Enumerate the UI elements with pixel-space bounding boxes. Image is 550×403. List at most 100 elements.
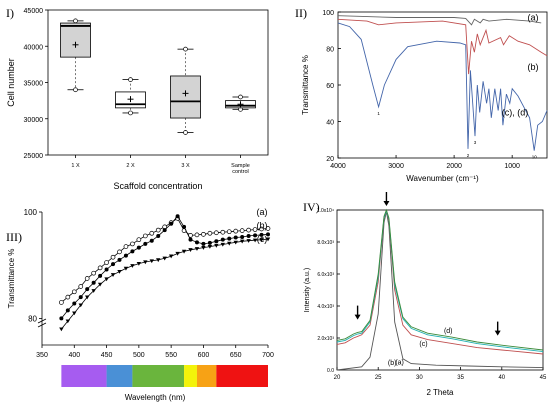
data-point — [194, 232, 200, 238]
data-point — [78, 295, 83, 300]
data-point — [182, 224, 187, 229]
data-point — [155, 227, 161, 233]
data-point — [239, 239, 245, 244]
axis-break — [37, 322, 47, 328]
panel-label: II) — [295, 6, 307, 20]
series-label: (a) — [395, 359, 404, 366]
data-point — [207, 230, 213, 236]
panel-label: III) — [6, 230, 22, 244]
data-point — [104, 277, 109, 282]
data-point — [136, 237, 142, 243]
x-tick-label: 40 — [498, 375, 505, 381]
data-point — [65, 294, 71, 300]
data-point — [207, 240, 212, 245]
data-point — [104, 260, 109, 265]
data-point — [175, 214, 180, 219]
x-tick-label: 30 — [416, 375, 423, 381]
series-label: (c) — [257, 234, 268, 244]
data-point — [143, 241, 148, 246]
plot-frame — [336, 209, 544, 371]
x-tick-label: 35 — [457, 375, 464, 381]
data-point — [143, 260, 148, 265]
data-point — [91, 270, 97, 276]
data-point — [259, 232, 264, 237]
data-point — [65, 308, 70, 313]
x-tick-label: 400 — [68, 352, 80, 359]
data-point — [142, 233, 148, 239]
data-point — [253, 233, 258, 238]
y-tick-label: 4.0x10³ — [317, 304, 334, 310]
series-line — [336, 209, 544, 355]
data-point — [85, 287, 90, 292]
data-point — [181, 249, 187, 254]
x-tick-label: 650 — [230, 352, 242, 359]
data-point — [239, 228, 245, 233]
data-point — [220, 237, 225, 242]
y-tick-label: 30000 — [24, 117, 44, 124]
data-point — [123, 244, 129, 249]
panel-xrd: IV) 0.0 2.0x10³ 4.0x10³ 6.0x10³ 8.0x10³ 1.0x1… — [275, 192, 550, 403]
data-point — [252, 238, 258, 243]
x-tick-label: 4000 — [330, 163, 346, 170]
series-label: (c) — [419, 341, 427, 348]
y-tick-label: 8.0x10³ — [317, 240, 334, 246]
data-point — [91, 280, 96, 285]
data-point — [97, 265, 103, 271]
data-point — [104, 267, 109, 272]
box-plot-chart: 25000 30000 35000 40000 45000 1 X 2 X 3 X Sample… — [6, 8, 269, 191]
x-tick-label: 3000 — [388, 163, 404, 170]
x-tick-label: Sample — [231, 163, 250, 169]
series-line — [336, 208, 544, 351]
data-point — [162, 228, 167, 233]
data-point — [227, 241, 232, 246]
data-point — [117, 257, 122, 262]
x-tick-label: 1 X — [71, 163, 80, 169]
data-point — [220, 229, 226, 235]
data-point — [117, 269, 122, 274]
data-point — [201, 231, 206, 237]
x-axis-label: Wavenumber (cm⁻¹) — [406, 174, 479, 183]
data-point — [156, 233, 161, 238]
data-point — [175, 251, 180, 256]
x-tick-label: 1000 — [504, 163, 520, 170]
data-point — [194, 247, 200, 251]
series-label: (b) — [528, 62, 539, 72]
data-point — [226, 229, 232, 235]
data-point — [130, 249, 135, 254]
data-point — [162, 256, 167, 261]
x-axis-label: Scaffold concentration — [114, 181, 203, 191]
data-point — [227, 236, 232, 241]
data-point — [110, 254, 116, 260]
max-point — [183, 46, 188, 52]
data-point — [136, 262, 142, 266]
data-point — [136, 245, 141, 250]
data-point — [214, 243, 219, 248]
y-tick-label: 6.0x10³ — [317, 272, 334, 278]
spectrum-segment — [106, 365, 133, 387]
data-point — [72, 311, 77, 316]
data-point — [168, 254, 174, 259]
series-label: (c), (d) — [502, 107, 529, 117]
spectrum-segment — [61, 365, 107, 387]
y-tick-label: 0.0 — [327, 368, 334, 374]
min-point — [128, 110, 133, 116]
data-point — [117, 249, 122, 255]
y-axis-label: Transmittance % — [301, 55, 310, 115]
spectrum-segment — [196, 365, 217, 387]
peak-arrowhead — [354, 314, 361, 320]
plot-frame — [337, 11, 548, 159]
peak-arrowhead — [494, 330, 501, 336]
data-point — [240, 235, 245, 240]
data-point — [265, 226, 271, 231]
x-tick-label: 45 — [540, 375, 547, 381]
data-point — [156, 258, 161, 263]
y-tick-label: 1.0x10⁴ — [317, 208, 334, 214]
data-point — [201, 246, 206, 250]
data-point — [169, 221, 174, 226]
peak-label: 3 — [474, 140, 477, 145]
peak-label: 2 — [467, 153, 470, 158]
spectrum-segment — [132, 365, 185, 387]
data-point — [220, 242, 225, 247]
data-point — [194, 240, 199, 245]
data-point — [149, 230, 155, 236]
